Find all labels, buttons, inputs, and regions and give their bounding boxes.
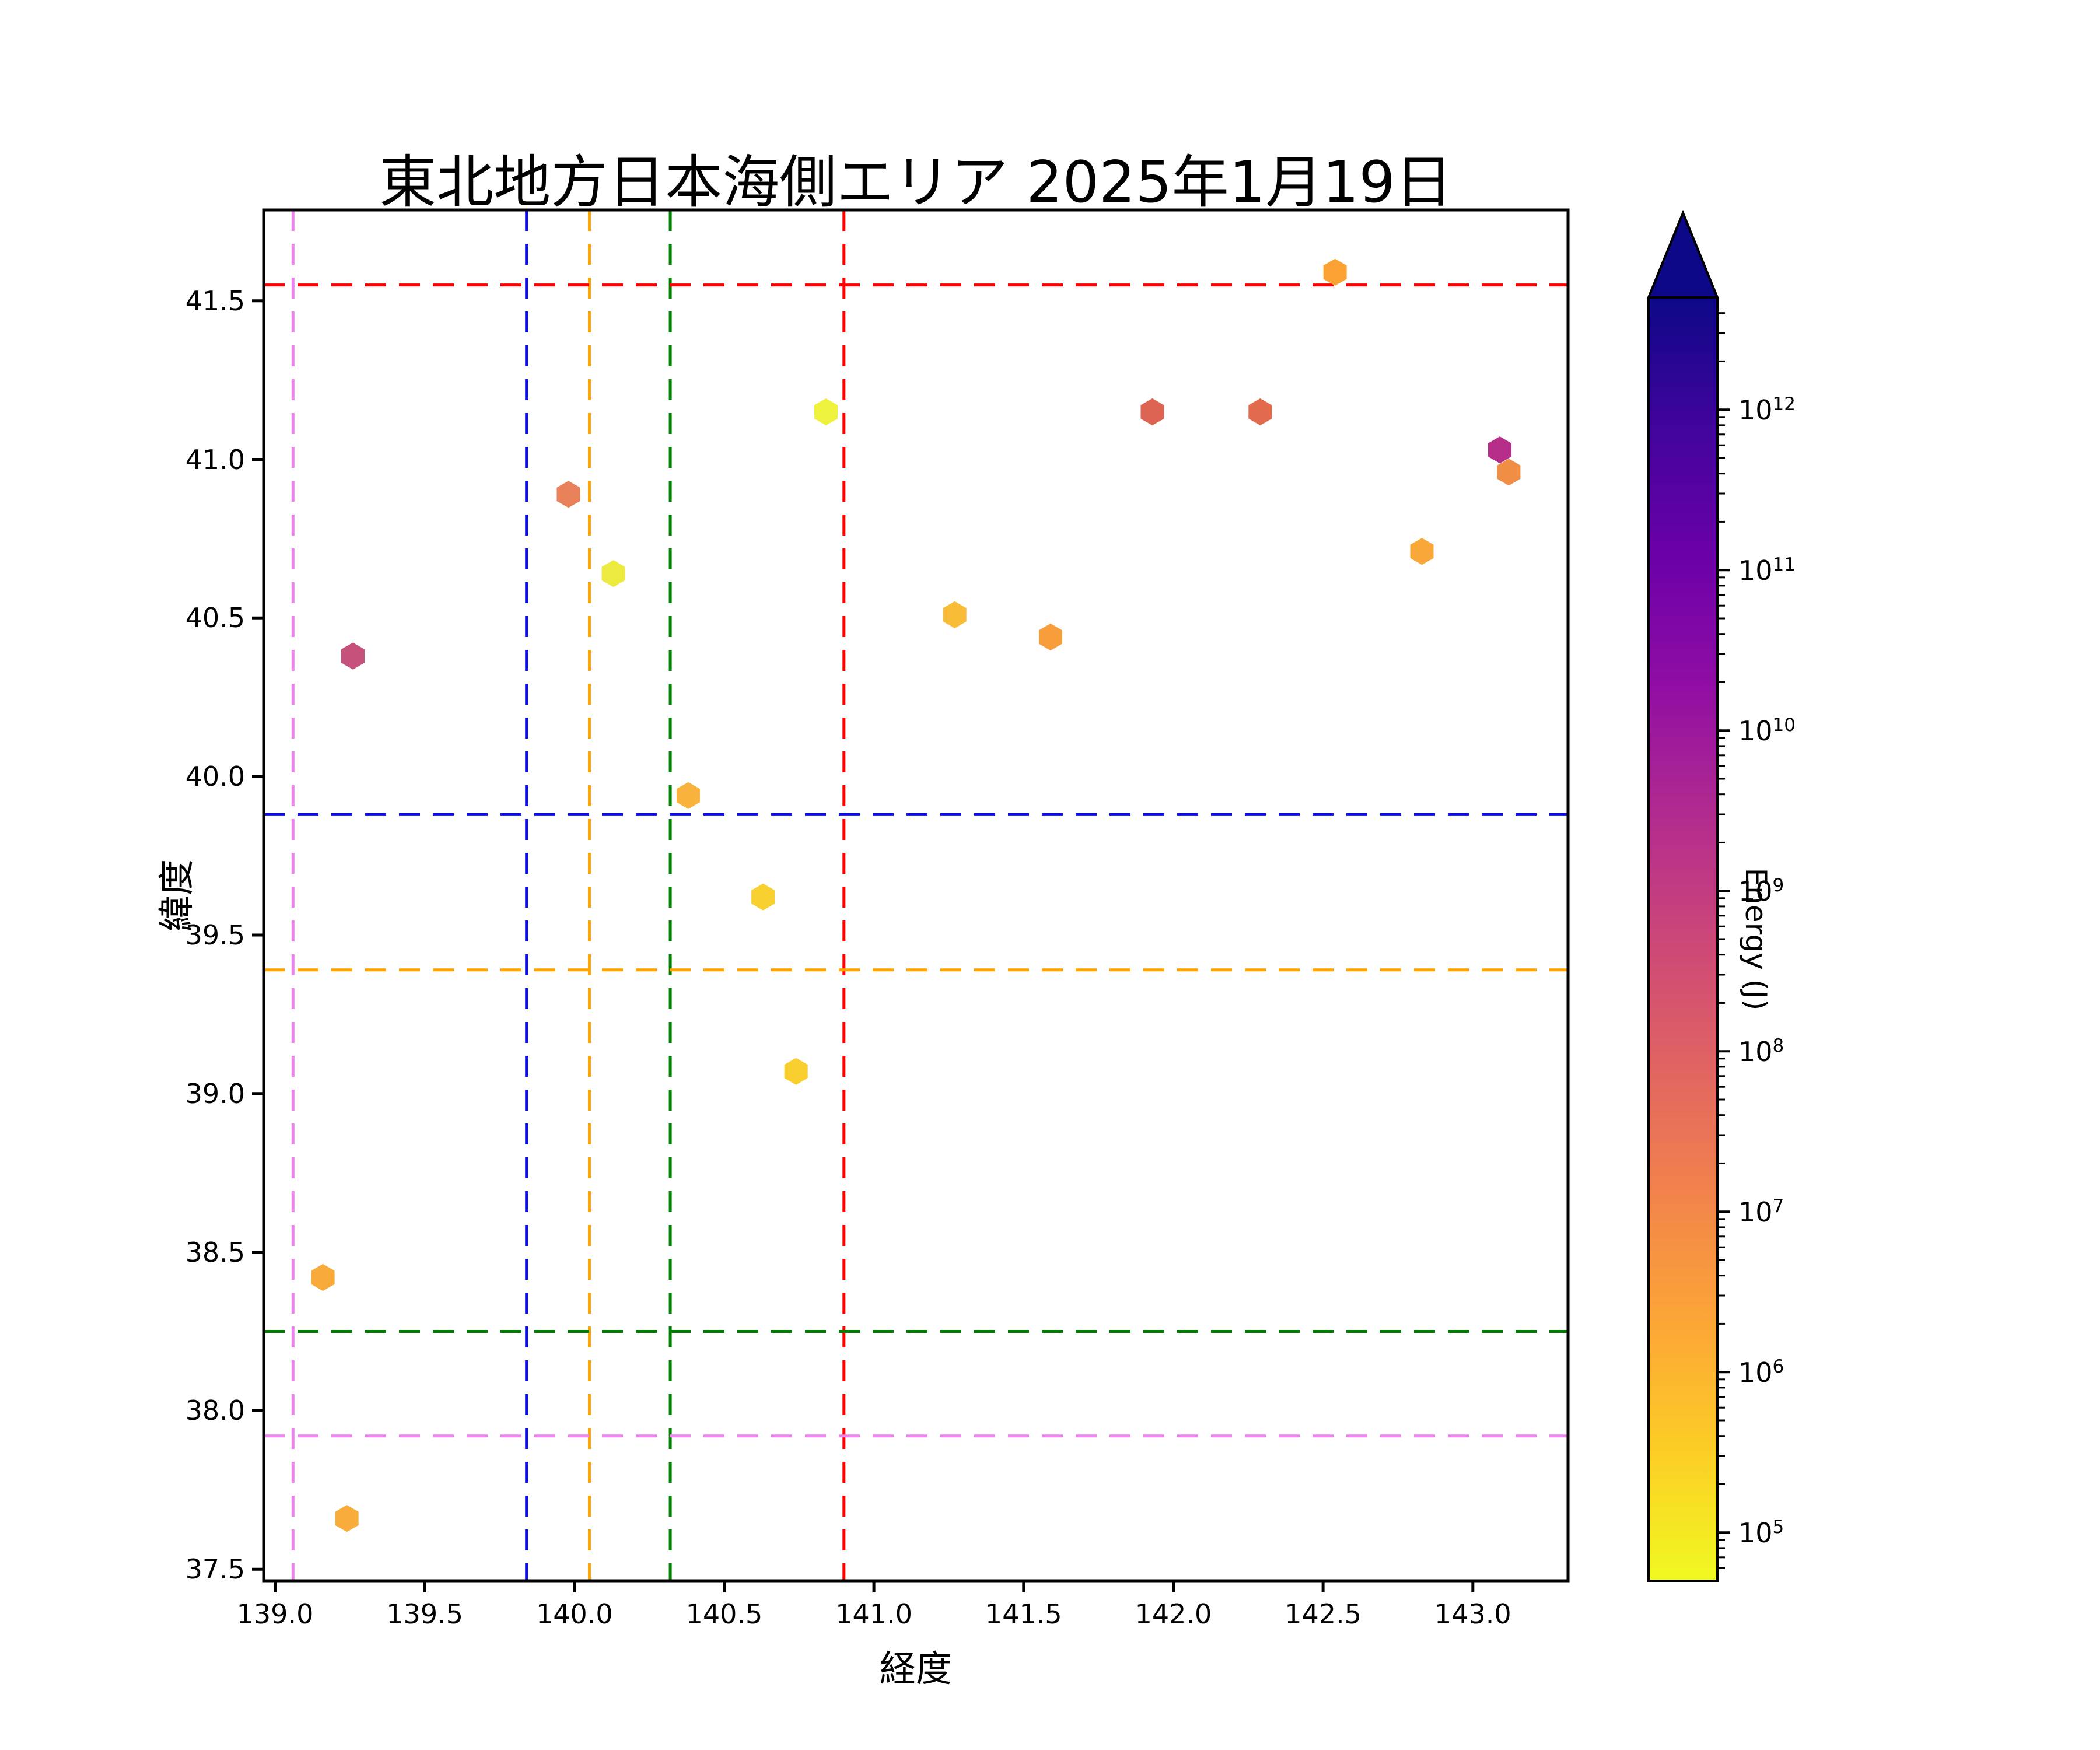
data-point-hexagon (311, 1264, 335, 1292)
colorbar-gradient (1648, 298, 1717, 1581)
y-tick-label: 38.0 (185, 1395, 245, 1427)
y-tick-label: 41.0 (185, 443, 245, 475)
colorbar-tick-label: 1012 (1738, 394, 1796, 426)
y-tick-label: 39.0 (185, 1077, 245, 1110)
colorbar-tick-label: 107 (1738, 1196, 1784, 1228)
x-axis-label: 経度 (879, 1647, 953, 1690)
x-tick-label: 141.5 (985, 1598, 1062, 1630)
data-point-hexagon (1248, 398, 1272, 426)
colorbar-tick-label: 108 (1738, 1035, 1784, 1068)
colorbar-tick-label: 106 (1738, 1356, 1784, 1389)
x-tick-label: 143.0 (1434, 1598, 1511, 1630)
data-point-hexagon (1039, 623, 1062, 651)
colorbar-tick-label: 105 (1738, 1517, 1784, 1549)
y-tick-label: 39.5 (185, 919, 245, 951)
data-point-hexagon (1140, 398, 1164, 426)
data-point-hexagon (751, 883, 775, 911)
y-tick-label: 38.5 (185, 1236, 245, 1268)
colorbar-tick-label: 109 (1738, 875, 1784, 908)
data-point-hexagon (784, 1058, 808, 1085)
x-tick-label: 140.0 (536, 1598, 613, 1630)
data-point-hexagon (341, 642, 365, 670)
data-point-hexagon (943, 601, 967, 628)
data-point-hexagon (814, 398, 838, 426)
data-point-hexagon (1497, 459, 1521, 486)
y-tick-label: 41.5 (185, 285, 245, 317)
x-tick-label: 140.5 (685, 1598, 763, 1630)
data-point-hexagon (1410, 538, 1434, 565)
data-point-hexagon (1488, 436, 1511, 464)
x-tick-label: 139.0 (236, 1598, 314, 1630)
plot-area (264, 210, 1568, 1581)
y-tick-label: 37.5 (185, 1553, 245, 1586)
x-tick-label: 142.0 (1135, 1598, 1212, 1630)
colorbar-tick-label: 1010 (1738, 715, 1796, 747)
y-tick-label: 40.0 (185, 761, 245, 793)
data-point-hexagon (335, 1505, 359, 1532)
axes-spines (262, 208, 1570, 1583)
colorbar-tick-label: 1011 (1738, 554, 1796, 587)
x-tick-label: 141.0 (835, 1598, 912, 1630)
colorbar-extend-arrow (1647, 209, 1719, 299)
data-point-hexagon (1323, 258, 1347, 286)
x-tick-label: 142.5 (1284, 1598, 1362, 1630)
y-tick-label: 40.5 (185, 602, 245, 634)
chart-title: 東北地方日本海側エリア 2025年1月19日 (379, 149, 1452, 216)
data-point-hexagon (601, 560, 625, 587)
data-point-hexagon (556, 481, 580, 508)
data-point-hexagon (676, 782, 700, 809)
x-tick-label: 139.5 (386, 1598, 464, 1630)
